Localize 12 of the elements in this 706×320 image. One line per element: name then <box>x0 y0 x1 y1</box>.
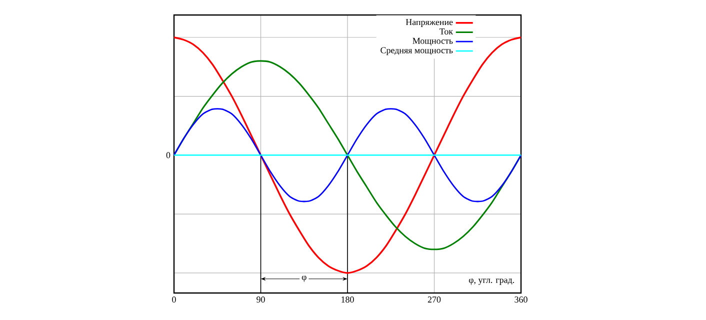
x-tick-label: 90 <box>256 296 265 303</box>
annotation: φ <box>302 276 306 282</box>
x-tick-label: 180 <box>342 296 354 303</box>
legend-label: Средняя мощность <box>380 47 453 56</box>
x-tick-label: 360 <box>514 296 528 303</box>
x-axis-title: φ, угл. град. <box>468 278 514 285</box>
legend-label: Ток <box>440 28 454 35</box>
text: 0 <box>166 152 170 158</box>
legend-label: Напряжение <box>406 19 453 27</box>
legend-label: Мощность <box>412 38 453 46</box>
x-tick-label: 270 <box>428 296 441 303</box>
x-tick-label: 0 <box>172 296 176 303</box>
